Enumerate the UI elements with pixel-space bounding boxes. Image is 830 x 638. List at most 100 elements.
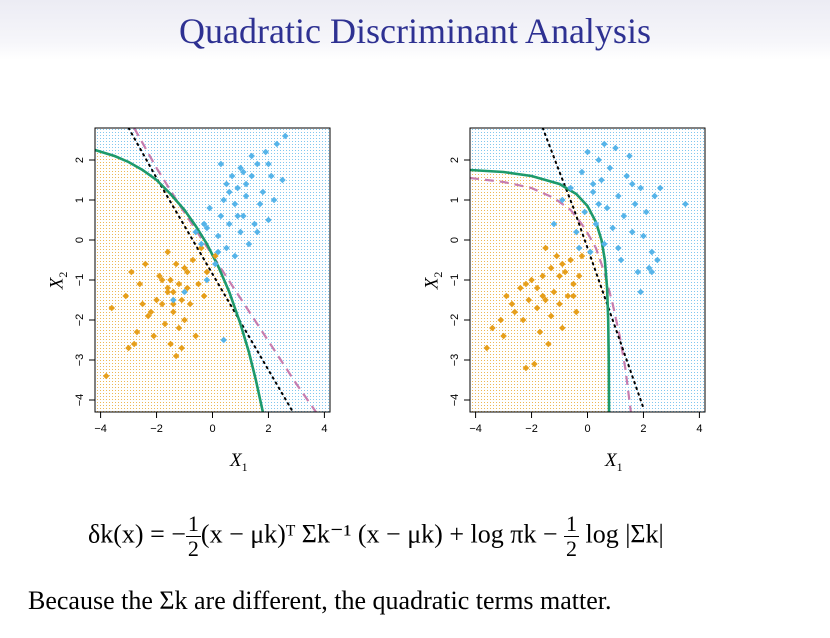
data-point (170, 296, 177, 304)
caption: Because the Σk are different, the quadra… (28, 586, 612, 615)
data-point (136, 280, 144, 288)
data-point (581, 208, 589, 216)
data-point (623, 172, 630, 180)
data-point (559, 260, 566, 268)
data-point (234, 184, 241, 192)
data-point (586, 248, 594, 256)
x-tick-label: 2 (640, 423, 646, 435)
data-point (279, 176, 286, 184)
data-point (533, 284, 541, 292)
data-point (181, 264, 188, 272)
data-point (142, 260, 149, 268)
data-point (559, 196, 566, 204)
data-point (559, 324, 566, 332)
x-tick-label: −4 (469, 423, 482, 435)
data-point (167, 340, 174, 348)
data-point (178, 296, 186, 304)
data-point (609, 224, 616, 232)
data-point (164, 288, 172, 296)
bayes-boundary (133, 128, 317, 412)
y-tick-label: 0 (449, 237, 461, 243)
x-tick-label: 0 (209, 423, 215, 435)
data-point (184, 284, 191, 292)
y-tick-label: −4 (74, 394, 86, 407)
data-point (170, 308, 177, 316)
y-tick-label: −2 (74, 314, 86, 327)
data-point (217, 212, 225, 220)
qda-plot-left: −4 −2 0 2 4 −4 −3 −2 −1 0 1 2 X1 X2 (40, 120, 340, 480)
equation-body: (x − μk)ᵀ Σk⁻¹ (x − μk) + log πk − (200, 519, 558, 549)
data-point (253, 160, 261, 168)
data-point (573, 308, 580, 316)
data-point (248, 152, 255, 160)
data-point (158, 300, 166, 308)
data-point (634, 268, 642, 276)
data-point (547, 312, 555, 320)
data-point (648, 268, 656, 276)
data-point (589, 180, 597, 188)
y-tick-label: 2 (449, 157, 461, 163)
data-point (223, 180, 230, 188)
data-point (231, 252, 239, 260)
equation-tail: log |Σk| (585, 519, 664, 549)
data-point (273, 140, 281, 148)
data-point (542, 244, 549, 252)
x-tick-label: −4 (94, 423, 107, 435)
bayes-boundary (470, 176, 632, 412)
data-point (648, 248, 656, 256)
data-point (631, 200, 639, 208)
data-point (606, 164, 614, 172)
x-tick-label: 4 (696, 423, 702, 435)
data-point (214, 248, 222, 256)
y-tick-label: −4 (449, 394, 461, 407)
y-tick-label: 2 (74, 157, 86, 163)
data-point (217, 160, 225, 168)
data-point (550, 220, 558, 228)
x-tick-label: 4 (321, 423, 327, 435)
data-point (682, 200, 689, 208)
plot-left-svg: −4 −2 0 2 4 −4 −3 −2 −1 0 1 2 (74, 127, 331, 435)
data-point (125, 344, 132, 352)
data-point (503, 292, 510, 300)
qda-boundary (95, 148, 265, 412)
data-point (578, 168, 586, 176)
data-point (200, 292, 208, 300)
data-point (203, 224, 211, 232)
data-point (184, 268, 191, 276)
data-point (265, 160, 272, 168)
y-tick-label: −1 (449, 274, 461, 287)
data-point (656, 184, 664, 192)
x-tick-label: −2 (150, 423, 163, 435)
data-point (603, 204, 611, 212)
data-point (175, 324, 183, 332)
qda-plot-right: −4 −2 0 2 4 −4 −3 −2 −1 0 1 2 X1 X2 (415, 120, 715, 480)
x-axis-label: X1 (230, 450, 248, 474)
data-point (231, 200, 239, 208)
lda-boundary (541, 128, 645, 409)
data-point (550, 288, 558, 296)
data-point (281, 132, 289, 140)
data-point (211, 252, 219, 260)
data-point (200, 220, 208, 228)
data-point (108, 304, 116, 312)
data-point (253, 228, 261, 236)
y-axis-label: X2 (421, 271, 446, 290)
lda-boundary (127, 128, 295, 412)
data-point (170, 288, 177, 296)
data-point (225, 220, 233, 228)
data-point (178, 344, 186, 352)
data-point (245, 240, 253, 248)
data-point (214, 232, 222, 240)
data-point (561, 268, 569, 276)
data-point (598, 176, 605, 184)
data-point (164, 248, 172, 256)
data-point (225, 188, 233, 196)
data-point (248, 172, 255, 180)
data-point (536, 328, 544, 336)
data-point (628, 228, 636, 236)
y-axis-label: X2 (46, 271, 71, 290)
data-point (637, 288, 644, 296)
data-point (251, 220, 258, 228)
data-point (654, 256, 661, 264)
y-tick-label: −3 (449, 354, 461, 367)
